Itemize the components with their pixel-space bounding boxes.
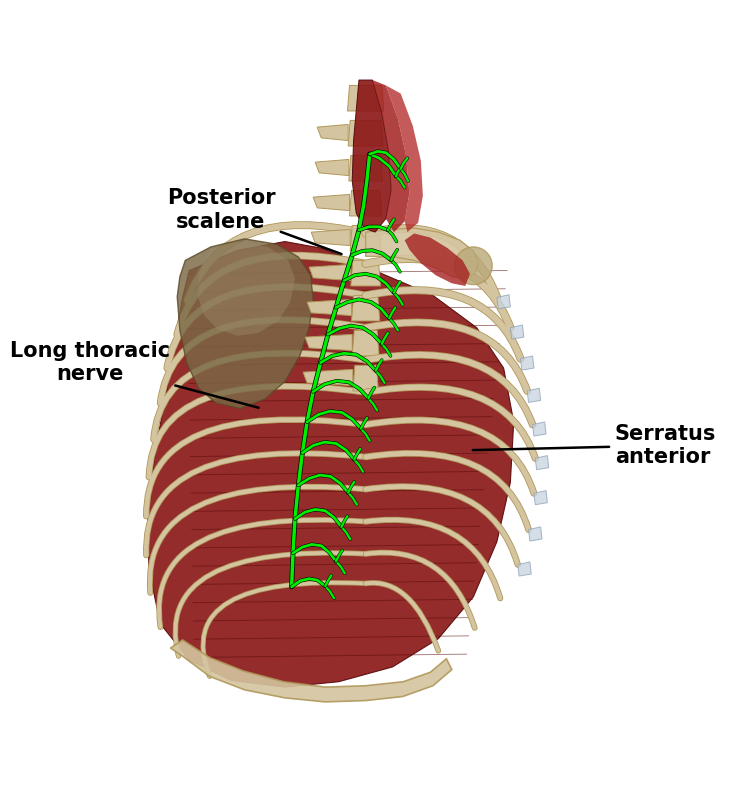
Polygon shape: [386, 85, 423, 232]
Polygon shape: [533, 422, 546, 436]
Polygon shape: [372, 80, 410, 232]
Polygon shape: [315, 160, 349, 175]
Polygon shape: [147, 242, 514, 687]
Polygon shape: [311, 229, 350, 246]
Polygon shape: [313, 194, 350, 211]
Text: Posterior
scalene: Posterior scalene: [166, 188, 342, 254]
Polygon shape: [497, 295, 510, 309]
Text: Serratus
anterior: Serratus anterior: [473, 424, 716, 467]
Polygon shape: [303, 370, 353, 386]
Polygon shape: [197, 242, 295, 336]
Polygon shape: [353, 366, 378, 391]
Polygon shape: [350, 225, 381, 251]
Polygon shape: [349, 156, 383, 181]
Polygon shape: [527, 388, 541, 402]
Polygon shape: [307, 299, 352, 315]
Polygon shape: [305, 334, 352, 351]
Circle shape: [455, 247, 492, 284]
Polygon shape: [350, 190, 382, 216]
Polygon shape: [352, 330, 379, 356]
Polygon shape: [347, 85, 384, 111]
Polygon shape: [318, 125, 348, 141]
Polygon shape: [529, 527, 542, 541]
Polygon shape: [404, 234, 470, 286]
Polygon shape: [309, 265, 351, 280]
Polygon shape: [366, 228, 479, 279]
Polygon shape: [352, 295, 380, 321]
Polygon shape: [510, 325, 524, 339]
Polygon shape: [534, 491, 548, 505]
Polygon shape: [520, 356, 534, 370]
Polygon shape: [177, 239, 313, 408]
Text: Long thoracic
nerve: Long thoracic nerve: [9, 341, 258, 408]
Polygon shape: [352, 80, 391, 232]
Polygon shape: [171, 640, 452, 702]
Polygon shape: [518, 562, 531, 576]
Polygon shape: [348, 120, 383, 146]
Polygon shape: [535, 456, 549, 470]
Polygon shape: [351, 261, 380, 286]
